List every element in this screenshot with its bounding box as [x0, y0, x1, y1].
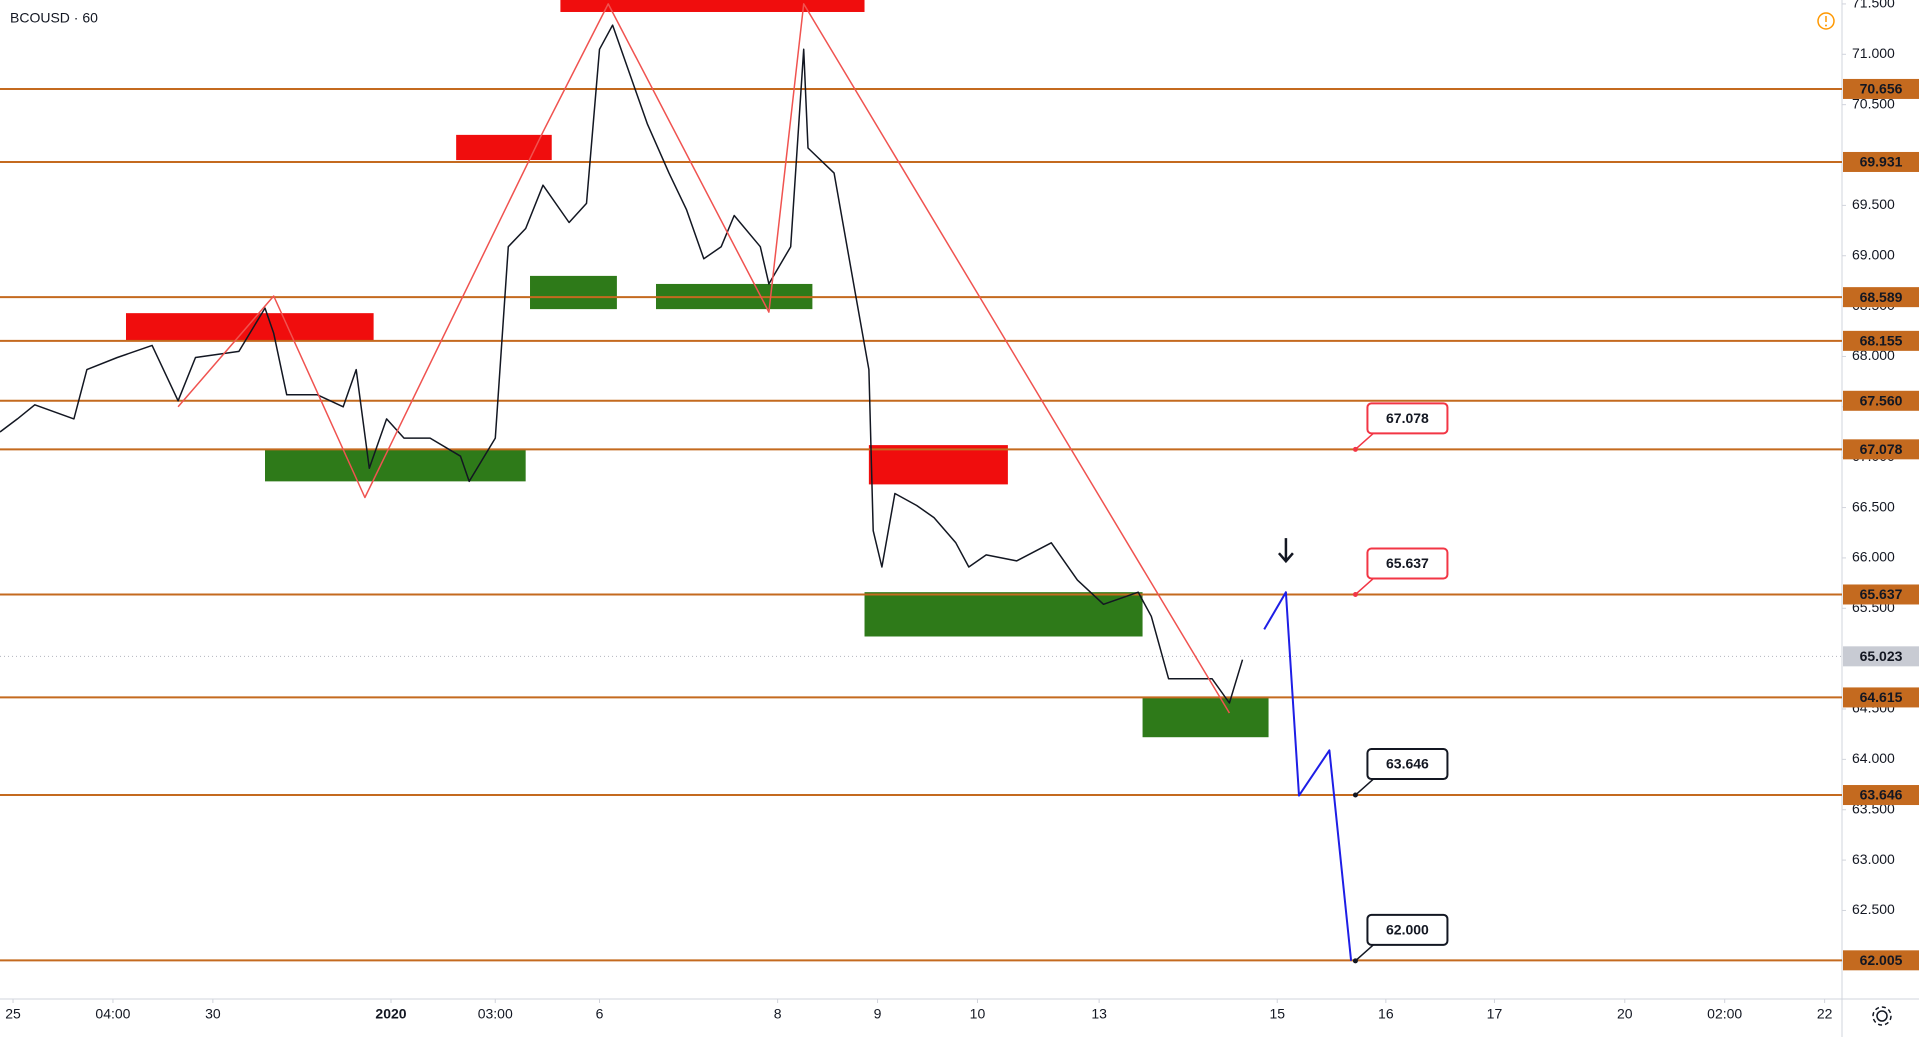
symbol-title: BCOUSD · 60 — [10, 10, 98, 26]
level-label: 68.589 — [1860, 289, 1903, 305]
y-tick-label: 70.500 — [1852, 95, 1895, 111]
level-label: 67.560 — [1860, 392, 1903, 408]
zone — [864, 592, 1143, 637]
callout-tail — [1354, 778, 1374, 796]
level-label: 63.646 — [1860, 787, 1903, 803]
settings-icon[interactable] — [1872, 1006, 1892, 1026]
x-tick-label: 30 — [205, 1006, 221, 1022]
alert-icon[interactable] — [1817, 12, 1835, 30]
x-tick-label: 9 — [874, 1006, 882, 1022]
level-label-box — [1843, 151, 1919, 172]
level-label-box — [1843, 950, 1919, 971]
zone — [560, 0, 865, 12]
x-tick-label: 02:00 — [1707, 1006, 1742, 1022]
x-tick-label: 25 — [5, 1006, 21, 1022]
x-tick-label: 6 — [596, 1006, 604, 1022]
x-tick-label: 04:00 — [95, 1006, 130, 1022]
callout-tail — [1354, 577, 1374, 596]
down-arrow-icon — [1277, 538, 1294, 564]
projection-line — [1263, 591, 1353, 961]
y-tick-label: 69.000 — [1852, 246, 1895, 262]
y-tick-label: 71.000 — [1852, 45, 1895, 61]
level-label: 68.155 — [1860, 333, 1903, 349]
callout-box — [1366, 913, 1449, 946]
level-label-box — [1843, 78, 1919, 99]
level-label: 67.078 — [1860, 441, 1903, 457]
level-label-box — [1843, 439, 1919, 460]
y-tick-label: 63.000 — [1852, 851, 1895, 867]
x-tick-label: 8 — [774, 1006, 782, 1022]
level-label-box — [1843, 390, 1919, 411]
level-label-box — [1843, 584, 1919, 605]
level-label-box — [1843, 785, 1919, 806]
x-tick-label: 03:00 — [478, 1006, 513, 1022]
callout-label: 65.637 — [1386, 555, 1429, 571]
y-tick-label: 62.500 — [1852, 901, 1895, 917]
level-label: 64.615 — [1860, 689, 1903, 705]
x-tick-label: 16 — [1378, 1006, 1394, 1022]
x-tick-label: 10 — [970, 1006, 986, 1022]
callout-box — [1366, 402, 1449, 435]
zone — [1142, 697, 1269, 738]
x-tick-label: 13 — [1091, 1006, 1107, 1022]
zone — [125, 313, 374, 341]
zone — [530, 275, 617, 310]
pattern-line — [177, 3, 1231, 714]
callout-label: 63.646 — [1386, 756, 1429, 772]
y-tick-label: 68.000 — [1852, 347, 1895, 363]
y-tick-label: 71.500 — [1852, 0, 1895, 11]
x-tick-label: 22 — [1817, 1006, 1833, 1022]
current-price-label: 65.023 — [1860, 648, 1903, 664]
level-label: 65.637 — [1860, 586, 1903, 602]
price-line — [0, 24, 1244, 704]
x-tick-label: 17 — [1487, 1006, 1503, 1022]
level-label-box — [1843, 687, 1919, 708]
level-label-box — [1843, 330, 1919, 351]
level-label: 70.656 — [1860, 81, 1903, 97]
callout-label: 62.000 — [1386, 922, 1429, 938]
zone — [868, 445, 1008, 485]
callout-tail — [1354, 432, 1374, 450]
level-label: 62.005 — [1860, 952, 1903, 968]
current-price-box — [1843, 646, 1919, 667]
x-tick-label: 20 — [1617, 1006, 1633, 1022]
level-label-box — [1843, 287, 1919, 308]
zone — [456, 134, 552, 161]
x-tick-label: 2020 — [375, 1006, 406, 1022]
callout-tail — [1354, 944, 1374, 962]
x-tick-label: 15 — [1269, 1006, 1285, 1022]
zone — [265, 449, 526, 482]
y-tick-label: 64.000 — [1852, 750, 1895, 766]
y-tick-label: 66.000 — [1852, 549, 1895, 565]
y-tick-label: 66.500 — [1852, 498, 1895, 514]
level-label: 69.931 — [1860, 154, 1903, 170]
callout-label: 67.078 — [1386, 410, 1429, 426]
callout-box — [1366, 547, 1449, 580]
callout-box — [1366, 748, 1449, 781]
y-tick-label: 69.500 — [1852, 196, 1895, 212]
